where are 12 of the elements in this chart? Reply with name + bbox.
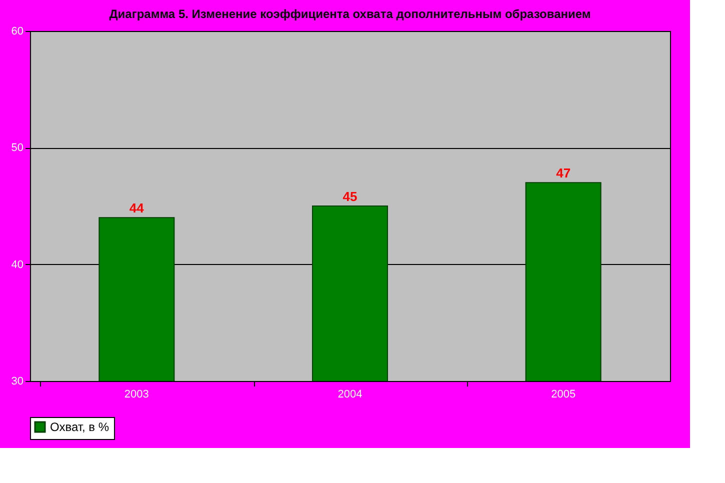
chart-title: Диаграмма 5. Изменение коэффициента охвата дополнительным образованием (109, 7, 591, 21)
legend-label: Охват, в % (50, 420, 110, 434)
data-label: 45 (342, 189, 358, 204)
data-label: 44 (129, 200, 145, 216)
y-tick-label: 60 (11, 26, 24, 38)
data-label: 47 (556, 166, 571, 181)
y-tick-label: 50 (11, 142, 24, 154)
x-tick-label: 2003 (124, 388, 149, 400)
y-tick-label: 30 (11, 376, 24, 388)
x-tick-label: 2005 (551, 388, 576, 400)
x-tick-label: 2004 (338, 388, 362, 400)
y-tick-label: 40 (11, 258, 24, 271)
